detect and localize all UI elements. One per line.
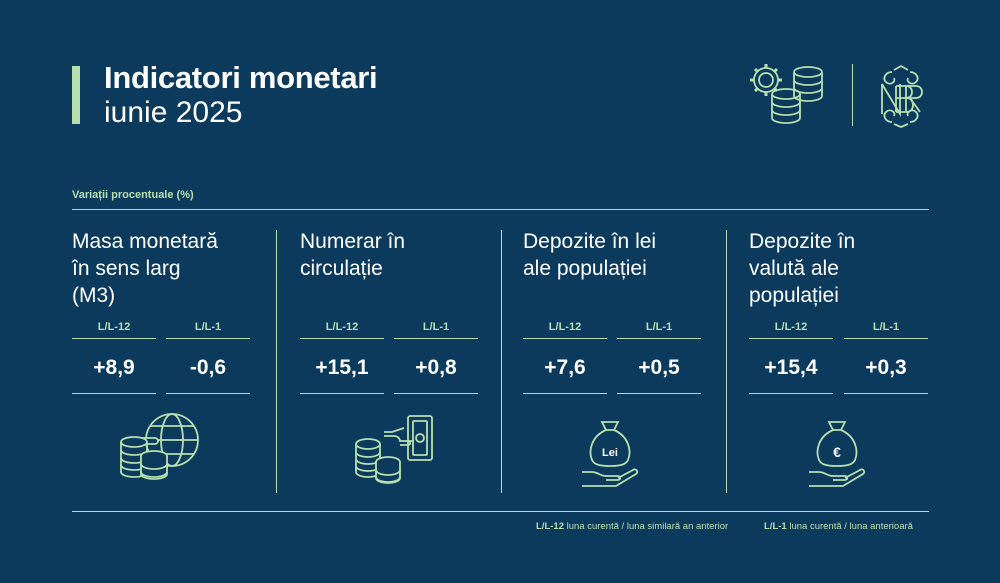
coins-globe-icon <box>120 413 199 480</box>
bag-currency-label: € <box>833 444 841 460</box>
column-divider-1 <box>276 230 277 493</box>
metric-value-mom: -0,6 <box>189 356 227 379</box>
metric-label-mom: L/L-1 <box>194 321 222 333</box>
column-m3: Masa monetară în sens larg (M3) <box>72 228 262 309</box>
metric-label-yoy: L/L-12 <box>548 321 582 333</box>
gears-database-icon <box>750 64 823 124</box>
metric-value-yoy: +15,4 <box>764 356 818 379</box>
metric-label-yoy: L/L-12 <box>97 321 131 333</box>
column-divider-2 <box>501 230 502 493</box>
metric-value-mom: +0,8 <box>415 356 457 379</box>
coins-banknote-icon <box>355 415 433 484</box>
metric-rule <box>166 393 250 394</box>
metric-rule <box>300 338 384 339</box>
logo-area <box>744 62 930 128</box>
metric-rule <box>749 338 833 339</box>
bottom-divider <box>72 511 929 512</box>
metric-rule <box>523 338 607 339</box>
footer-legend-mom: L/L-1 luna curentă / luna anterioară <box>764 521 913 532</box>
metric-value-yoy: +7,6 <box>544 356 586 379</box>
column-title: Depozite în lei ale populației <box>523 230 657 280</box>
metric-value-yoy: +15,1 <box>315 356 369 379</box>
title-accent-bar <box>72 66 80 124</box>
column-fx-deposits: Depozite în valută ale populației <box>749 228 939 309</box>
metric-rule <box>72 338 156 339</box>
metric-rule <box>844 393 928 394</box>
lei-money-bag-hand-icon: Lei <box>582 421 639 487</box>
metric-rule <box>394 393 478 394</box>
section-label: Variații procentuale (%) <box>72 189 194 201</box>
column-title: Depozite în valută ale populației <box>749 230 856 307</box>
metric-label-mom: L/L-1 <box>872 321 900 333</box>
metric-label-mom: L/L-1 <box>645 321 673 333</box>
metric-rule <box>72 393 156 394</box>
page-title: Indicatori monetari <box>104 60 378 95</box>
metric-rule <box>300 393 384 394</box>
metric-label-mom: L/L-1 <box>422 321 450 333</box>
column-title: Numerar în circulație <box>300 230 406 280</box>
metric-value-mom: +0,3 <box>865 356 907 379</box>
metric-value-mom: +0,5 <box>638 356 680 379</box>
metric-rule <box>523 393 607 394</box>
metric-rule <box>749 393 833 394</box>
top-divider <box>72 209 929 210</box>
metric-rule <box>617 338 701 339</box>
metric-label-yoy: L/L-12 <box>774 321 808 333</box>
metric-rule <box>844 338 928 339</box>
page-subtitle: iunie 2025 <box>104 96 243 129</box>
bnr-monogram-logo <box>881 64 923 128</box>
bag-currency-label: Lei <box>602 447 618 459</box>
column-divider-3 <box>726 230 727 493</box>
column-currency: Numerar în circulație <box>300 228 490 282</box>
metric-label-yoy: L/L-12 <box>325 321 359 333</box>
column-lei-deposits: Depozite în lei ale populației <box>523 228 713 282</box>
metric-rule <box>617 393 701 394</box>
metric-value-yoy: +8,9 <box>93 356 135 379</box>
metric-rule <box>394 338 478 339</box>
metric-rule <box>166 338 250 339</box>
logo-separator <box>852 64 853 126</box>
footer-legend-yoy: L/L-12 luna curentă / luna similară an a… <box>536 521 729 532</box>
column-title: Masa monetară în sens larg (M3) <box>72 230 218 307</box>
euro-money-bag-hand-icon: € <box>809 421 866 487</box>
